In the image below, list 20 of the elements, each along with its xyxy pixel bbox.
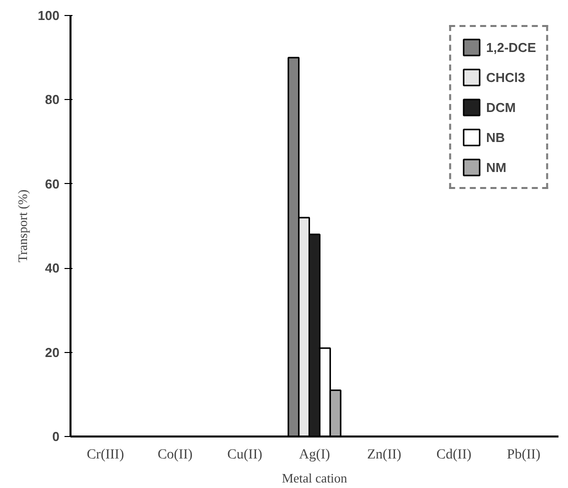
x-tick-label: Pb(II) xyxy=(506,448,541,462)
x-axis-title: Metal cation xyxy=(282,470,348,486)
y-tick-label: 100 xyxy=(38,8,60,23)
y-tick-label: 60 xyxy=(45,176,60,192)
y-tick-label: 40 xyxy=(45,260,60,276)
y-axis-title: Transport (%) xyxy=(14,190,30,262)
y-tick-label: 20 xyxy=(45,344,60,360)
y-tick-label: 0 xyxy=(52,429,60,444)
legend-label: NM xyxy=(486,160,506,174)
x-tick-label: Cd(II) xyxy=(436,448,472,462)
x-tick-label: Cr(III) xyxy=(86,448,124,462)
legend-label: CHCl3 xyxy=(486,70,526,84)
legend-label: 1,2-DCE xyxy=(486,40,536,54)
legend-label: DCM xyxy=(486,100,516,114)
x-tick-label: Zn(II) xyxy=(367,448,402,462)
legend-label: NB xyxy=(486,130,506,144)
x-tick-label: Co(II) xyxy=(158,448,193,462)
x-tick-label: Ag(I) xyxy=(298,448,330,462)
x-tick-label: Cu(II) xyxy=(227,448,263,462)
y-tick-label: 80 xyxy=(45,92,60,108)
